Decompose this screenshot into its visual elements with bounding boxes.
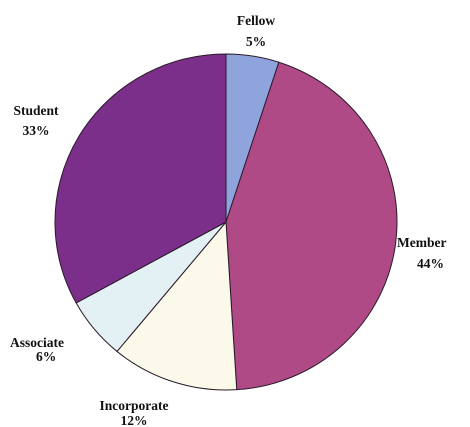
slice-value-member: 44% bbox=[417, 256, 444, 271]
pie-slice-incorporate bbox=[116, 220, 238, 391]
slice-label-student: Student bbox=[13, 103, 59, 118]
slice-value-incorporate: 12% bbox=[121, 413, 148, 427]
pie-slice-student bbox=[54, 53, 227, 304]
slice-label-incorporate: Incorporate bbox=[100, 398, 169, 413]
slice-label-fellow: Fellow bbox=[237, 13, 275, 28]
slice-label-member: Member bbox=[397, 235, 446, 250]
pie-slices bbox=[54, 53, 398, 391]
pie-slice-member bbox=[225, 61, 398, 391]
pie-labels: Fellow 5% Member 44% Incorporate 12% Ass… bbox=[10, 13, 446, 427]
slice-value-associate: 6% bbox=[36, 349, 56, 364]
slice-label-associate: Associate bbox=[10, 335, 64, 350]
slice-value-fellow: 5% bbox=[246, 34, 266, 49]
slice-value-student: 33% bbox=[23, 123, 50, 138]
